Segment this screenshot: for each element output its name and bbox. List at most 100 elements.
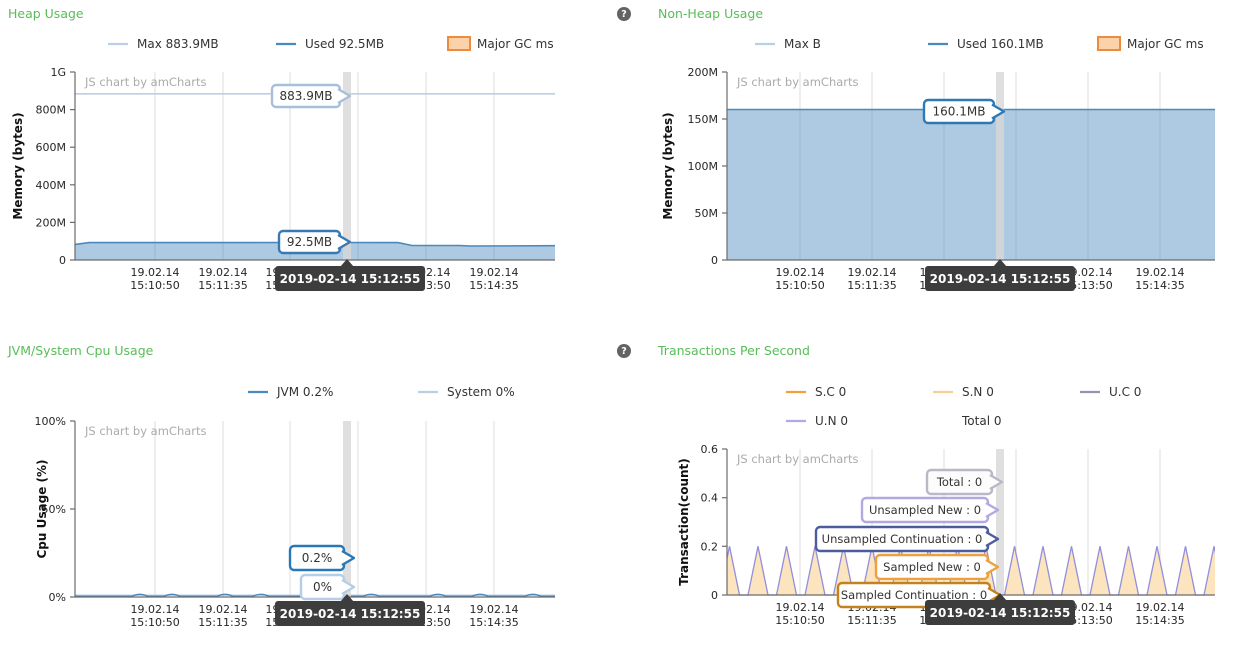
amcharts-watermark: JS chart by amCharts — [84, 424, 207, 438]
value-balloon-1: 92.5MB — [277, 229, 352, 255]
svg-text:92.5MB: 92.5MB — [287, 235, 332, 249]
svg-text:19.02.14: 19.02.14 — [470, 266, 519, 279]
svg-text:19.02.14: 19.02.14 — [470, 603, 519, 616]
svg-text:Memory (bytes): Memory (bytes) — [11, 112, 25, 219]
legend-item-major-gc-ms[interactable]: Major GC ms — [1097, 36, 1204, 51]
legend-item-major-gc-ms[interactable]: Major GC ms — [447, 36, 554, 51]
svg-text:0.2: 0.2 — [701, 540, 719, 553]
value-balloon-1: 0% — [299, 573, 356, 601]
chart-tps[interactable]: 0.60.40.2019.02.1415:10:5019.02.1415:11:… — [677, 385, 1224, 627]
legend-item-s-n-0[interactable]: S.N 0 — [933, 385, 994, 399]
legend-item-max-b[interactable]: Max B — [755, 37, 821, 51]
svg-text:15:14:35: 15:14:35 — [1135, 279, 1184, 292]
cursor-band — [996, 72, 1004, 260]
svg-text:19.02.14: 19.02.14 — [131, 266, 180, 279]
svg-text:883.9MB: 883.9MB — [280, 89, 333, 103]
legend-item-max-883-9mb[interactable]: Max 883.9MB — [108, 37, 219, 51]
legend-item-used-92-5mb[interactable]: Used 92.5MB — [276, 37, 384, 51]
svg-text:0: 0 — [711, 254, 718, 267]
svg-text:19.02.14: 19.02.14 — [776, 601, 825, 614]
value-balloon-0: Total : 0 — [925, 468, 1004, 496]
svg-text:2019-02-14 15:12:55: 2019-02-14 15:12:55 — [930, 606, 1071, 620]
help-icon-nonheap[interactable]: ? — [617, 7, 631, 21]
svg-text:2019-02-14 15:12:55: 2019-02-14 15:12:55 — [280, 272, 421, 286]
legend-item-u-n-0[interactable]: U.N 0 — [786, 414, 848, 428]
svg-text:19.02.14: 19.02.14 — [848, 266, 897, 279]
svg-text:600M: 600M — [36, 141, 67, 154]
svg-text:0: 0 — [59, 254, 66, 267]
nonheap-usage-title: Non-Heap Usage — [658, 6, 764, 21]
svg-text:19.02.14: 19.02.14 — [1064, 601, 1113, 614]
svg-text:15:13:50: 15:13:50 — [1063, 614, 1112, 627]
legend-item-system-0[interactable]: System 0% — [418, 385, 515, 399]
legend-item-used-160-1mb[interactable]: Used 160.1MB — [928, 37, 1044, 51]
svg-text:Total : 0: Total : 0 — [936, 475, 982, 489]
svg-text:15:13:50: 15:13:50 — [1063, 279, 1112, 292]
svg-text:S.C 0: S.C 0 — [815, 385, 846, 399]
legend-item-u-c-0[interactable]: U.C 0 — [1080, 385, 1141, 399]
value-balloon-3: Sampled New : 0 — [874, 553, 1000, 581]
svg-text:15:14:35: 15:14:35 — [469, 279, 518, 292]
svg-text:800M: 800M — [36, 104, 67, 117]
cursor-tooltip: 2019-02-14 15:12:55 — [275, 259, 425, 291]
svg-text:Max 883.9MB: Max 883.9MB — [137, 37, 219, 51]
amcharts-watermark: JS chart by amCharts — [84, 75, 207, 89]
svg-text:Sampled Continuation : 0: Sampled Continuation : 0 — [841, 588, 987, 602]
heap-usage-title: Heap Usage — [8, 6, 84, 21]
svg-text:15:10:50: 15:10:50 — [775, 279, 824, 292]
svg-text:0.2%: 0.2% — [302, 551, 333, 565]
chart-cpu[interactable]: 100%50%0%19.02.1415:10:5019.02.1415:11:3… — [35, 385, 555, 629]
axes: 200M 150M 100M 50M 0 19.02.14 15:10:50 19.02.14… — [661, 66, 1215, 292]
question-mark-icon: ? — [621, 8, 627, 20]
cursor-band — [996, 449, 1004, 595]
svg-text:15:11:35: 15:11:35 — [847, 614, 896, 627]
legend-item-s-c-0[interactable]: S.C 0 — [786, 385, 846, 399]
cursor-band — [343, 72, 351, 260]
svg-text:Unsampled Continuation : 0: Unsampled Continuation : 0 — [822, 532, 983, 546]
svg-text:Unsampled New : 0: Unsampled New : 0 — [869, 503, 981, 517]
cursor-band — [343, 421, 351, 597]
amcharts-watermark: JS chart by amCharts — [736, 452, 859, 466]
value-balloon-1: Unsampled New : 0 — [860, 496, 1000, 524]
svg-text:15:14:35: 15:14:35 — [469, 616, 518, 629]
svg-text:Max B: Max B — [784, 37, 821, 51]
svg-text:19.02.14: 19.02.14 — [131, 603, 180, 616]
svg-text:JVM 0.2%: JVM 0.2% — [276, 385, 333, 399]
svg-text:0%: 0% — [313, 580, 332, 594]
svg-text:19.02.14: 19.02.14 — [1136, 601, 1185, 614]
legend-item-total-0[interactable]: Total 0 — [961, 414, 1001, 428]
series-nonheap — [727, 108, 1215, 260]
svg-text:Major GC ms: Major GC ms — [1127, 37, 1204, 51]
cursor-tooltip: 2019-02-14 15:12:55 — [925, 593, 1075, 625]
svg-text:100M: 100M — [688, 160, 719, 173]
svg-text:0.4: 0.4 — [701, 492, 719, 505]
svg-text:Cpu Usage (%): Cpu Usage (%) — [35, 460, 49, 559]
legend-item-jvm-0-2[interactable]: JVM 0.2% — [248, 385, 333, 399]
svg-text:0%: 0% — [49, 591, 66, 604]
svg-text:19.02.14: 19.02.14 — [1136, 266, 1185, 279]
gridlines — [799, 72, 1161, 260]
chart-nonheap[interactable]: 200M 150M 100M 50M 0 19.02.14 15:10:50 19.02.14… — [661, 36, 1215, 292]
value-balloon-2: Unsampled Continuation : 0 — [814, 525, 1000, 553]
svg-text:19.02.14: 19.02.14 — [1064, 266, 1113, 279]
chart-heap[interactable]: 1G800M600M400M200M019.02.1415:10:5019.02… — [11, 36, 555, 292]
value-balloon-0: 883.9MB — [270, 83, 352, 109]
svg-text:Major GC ms: Major GC ms — [477, 37, 554, 51]
axes: 100%50%0%19.02.1415:10:5019.02.1415:11:3… — [35, 415, 555, 629]
value-balloon-0: 160.1MB — [922, 98, 1006, 125]
svg-text:200M: 200M — [688, 66, 719, 79]
svg-text:200M: 200M — [36, 216, 67, 229]
tps-title: Transactions Per Second — [658, 343, 810, 358]
cursor-tooltip: 2019-02-14 15:12:55 — [275, 594, 425, 626]
svg-text:150M: 150M — [688, 113, 719, 126]
cpu-usage-title: JVM/System Cpu Usage — [8, 343, 154, 358]
svg-text:50M: 50M — [695, 207, 719, 220]
svg-text:15:10:50: 15:10:50 — [775, 614, 824, 627]
svg-text:15:11:35: 15:11:35 — [198, 616, 247, 629]
value-balloon-0: 0.2% — [288, 544, 356, 572]
help-icon-tps[interactable]: ? — [617, 344, 631, 358]
svg-text:S.N 0: S.N 0 — [962, 385, 994, 399]
svg-text:19.02.14: 19.02.14 — [199, 266, 248, 279]
